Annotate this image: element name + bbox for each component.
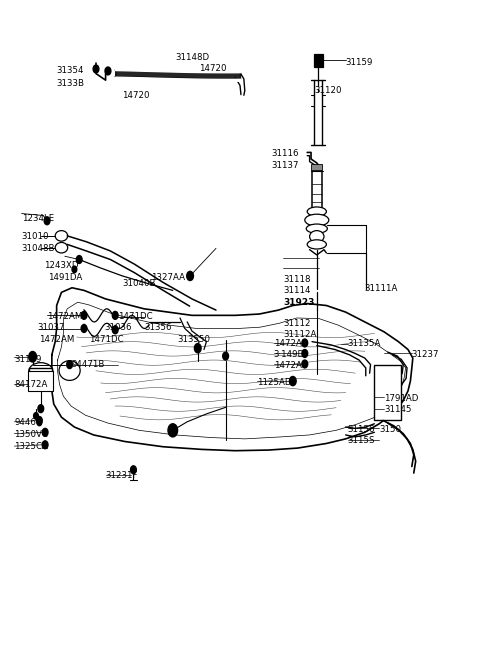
Bar [28, 371, 53, 391]
Text: 31231F: 31231F [106, 470, 138, 480]
Text: 1472AF: 1472AF [274, 361, 306, 370]
Text: 1327AA: 1327AA [151, 273, 185, 282]
Circle shape [112, 311, 118, 319]
Text: 14720: 14720 [122, 91, 150, 101]
Circle shape [44, 217, 50, 225]
Text: 3115S: 3115S [348, 436, 375, 445]
Text: 31159: 31159 [14, 355, 42, 364]
Text: 31112: 31112 [283, 319, 311, 328]
Circle shape [302, 339, 308, 347]
Circle shape [36, 417, 42, 424]
Text: 31145: 31145 [384, 405, 411, 414]
Text: 31111A: 31111A [365, 284, 398, 293]
Text: 1471DC: 1471DC [118, 312, 152, 321]
Text: 1471DC: 1471DC [89, 334, 123, 344]
Text: 31356: 31356 [144, 323, 171, 332]
Ellipse shape [55, 231, 68, 241]
Text: 3150: 3150 [379, 424, 401, 434]
Text: 1350VC: 1350VC [14, 430, 48, 439]
Text: 84172A: 84172A [14, 380, 48, 389]
Circle shape [302, 360, 308, 368]
Text: 1125AD: 1125AD [257, 378, 292, 387]
Circle shape [93, 65, 99, 73]
Text: 31116: 31116 [271, 149, 299, 158]
Circle shape [302, 350, 308, 357]
Text: 1243XD: 1243XD [44, 261, 79, 270]
Text: 31037: 31037 [37, 323, 65, 332]
Circle shape [289, 376, 296, 386]
Circle shape [112, 326, 118, 334]
Text: 31354: 31354 [57, 66, 84, 75]
Text: 94471B: 94471B [72, 360, 106, 369]
Text: 31118: 31118 [283, 275, 311, 284]
Ellipse shape [59, 361, 80, 380]
Ellipse shape [307, 207, 326, 216]
Bar [314, 54, 323, 67]
Text: 31010: 31010 [22, 232, 49, 241]
Ellipse shape [307, 240, 326, 249]
Text: 313550: 313550 [178, 334, 211, 344]
Ellipse shape [55, 242, 68, 253]
Text: 31237: 31237 [412, 350, 439, 359]
Text: 94460: 94460 [14, 418, 42, 427]
Bar [311, 164, 322, 170]
Ellipse shape [29, 363, 53, 380]
Circle shape [67, 361, 72, 369]
Text: 31040B: 31040B [122, 279, 156, 288]
Text: 31112A: 31112A [283, 330, 317, 339]
Circle shape [105, 67, 111, 75]
Text: 31156: 31156 [348, 424, 375, 434]
Circle shape [34, 413, 38, 419]
Ellipse shape [306, 224, 327, 233]
Circle shape [194, 344, 201, 353]
Text: 1234LE: 1234LE [22, 214, 54, 223]
Text: 1791AD: 1791AD [384, 394, 419, 403]
Text: 14720: 14720 [199, 64, 227, 73]
Circle shape [187, 271, 193, 281]
Circle shape [223, 352, 228, 360]
Circle shape [81, 311, 87, 319]
Text: 31137: 31137 [271, 161, 299, 170]
Text: 31159: 31159 [346, 58, 373, 67]
Text: 31120: 31120 [314, 86, 342, 95]
Text: 3·149D: 3·149D [274, 350, 305, 359]
Circle shape [76, 256, 82, 263]
Text: 3133B: 3133B [56, 79, 84, 88]
Circle shape [38, 405, 44, 413]
Text: 1472AF: 1472AF [274, 339, 306, 348]
Circle shape [29, 351, 36, 362]
Text: 31114: 31114 [283, 286, 311, 295]
Text: 31135A: 31135A [348, 339, 381, 348]
Text: 31148D: 31148D [175, 53, 209, 62]
Text: 1325CA: 1325CA [14, 442, 48, 451]
Bar [374, 365, 401, 420]
Text: 1491DA: 1491DA [48, 273, 82, 282]
Text: 31048B: 31048B [22, 244, 55, 253]
Text: 31923: 31923 [283, 298, 314, 307]
Circle shape [168, 424, 178, 437]
Polygon shape [52, 288, 413, 451]
Text: 1472AM: 1472AM [39, 334, 75, 344]
Circle shape [42, 441, 48, 449]
Circle shape [131, 466, 136, 474]
Ellipse shape [305, 214, 329, 226]
Text: 31036: 31036 [105, 323, 132, 332]
Ellipse shape [310, 231, 324, 242]
Text: 1472AM: 1472AM [47, 312, 83, 321]
Circle shape [42, 428, 48, 436]
Circle shape [81, 325, 87, 332]
Circle shape [72, 266, 77, 273]
Circle shape [37, 419, 42, 426]
